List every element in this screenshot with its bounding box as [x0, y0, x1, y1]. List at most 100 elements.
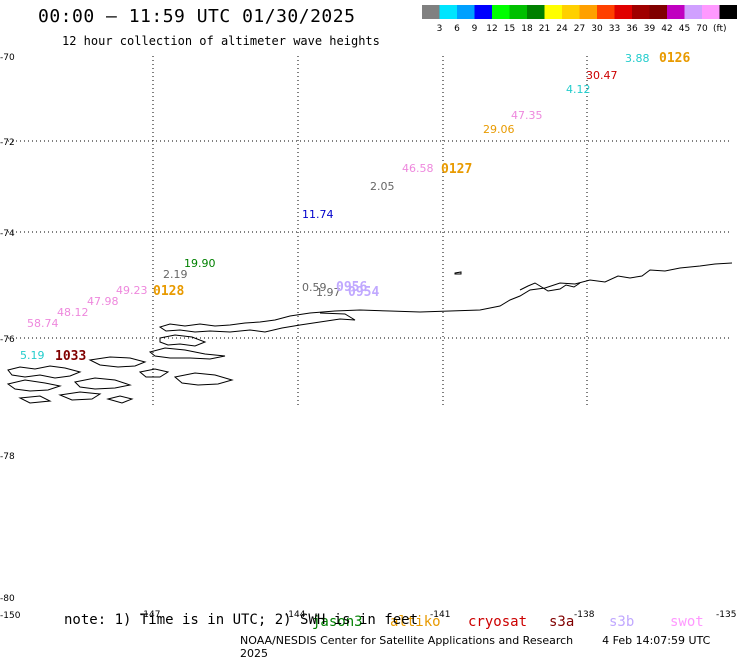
island-outline	[18, 395, 52, 404]
lon-label: -150	[0, 611, 21, 621]
satellite-name: altiko	[390, 614, 441, 630]
lat-label: -80	[0, 594, 15, 604]
wave-height-label: 19.90	[184, 257, 216, 270]
pass-time-label: 0128	[153, 284, 184, 299]
island-outline	[7, 365, 82, 379]
latitude-labels: -70 -72 -74 -76 -78 -80	[0, 53, 15, 604]
lat-label: -70	[0, 53, 15, 63]
satellite-name: s3b	[609, 614, 634, 630]
scale-swatch	[597, 5, 615, 19]
wave-height-label: 58.74	[27, 317, 59, 330]
lat-label: -72	[0, 138, 15, 148]
scale-swatch	[422, 5, 440, 19]
island-outline	[6, 379, 62, 392]
island-outline	[73, 377, 132, 390]
scale-swatch	[684, 5, 702, 19]
wave-height-label: 2.19	[163, 268, 188, 281]
pass-time-label: 0956	[336, 280, 367, 295]
pass-time-label: 0127	[441, 162, 472, 177]
lat-label: -76	[0, 335, 15, 345]
scale-label: 70	[696, 24, 708, 34]
wave-height-label: 4.12	[566, 83, 591, 96]
footer-credit: NOAA/NESDIS Center for Satellite Applica…	[240, 634, 740, 660]
scale-swatch	[579, 5, 597, 19]
scale-label: 33	[609, 24, 620, 34]
pass-time-labels: 0126 0127 0128 1033 0956 0954	[55, 51, 690, 364]
wave-height-label: 1.97	[316, 286, 341, 299]
scale-label: 42	[661, 24, 672, 34]
lat-label: -78	[0, 452, 15, 462]
lon-label: -135	[716, 610, 736, 620]
scale-label: 12	[486, 24, 497, 34]
scale-label: 3	[437, 24, 443, 34]
pass-time-label: 0126	[659, 51, 690, 66]
wave-height-label: 0.59	[302, 281, 327, 294]
scale-label: 27	[574, 24, 585, 34]
pass-time-label: 1033	[55, 349, 86, 364]
coastline	[6, 262, 733, 404]
wave-height-label: 30.47	[586, 69, 618, 82]
satellite-name: jason3	[312, 614, 363, 630]
graticule	[8, 56, 732, 405]
scale-label: 30	[591, 24, 603, 34]
scale-label: 18	[521, 24, 533, 34]
coast-segment	[519, 282, 581, 292]
scale-label: 15	[504, 24, 515, 34]
scale-unit: (ft)	[713, 24, 727, 34]
scale-swatch	[614, 5, 632, 19]
island-outline	[173, 372, 234, 386]
ice-shelf-edge	[158, 262, 733, 333]
color-scale-bar: 3 6 9 12 15 18 21 24 27 30 33 36 39 42 45 70 (ft)	[422, 5, 737, 34]
lon-label: -141	[430, 610, 450, 620]
scale-label: 21	[539, 24, 550, 34]
wave-height-label: 29.06	[483, 123, 515, 136]
island-outline	[138, 368, 170, 378]
scale-swatch	[527, 5, 545, 19]
credit-text: NOAA/NESDIS Center for Satellite Applica…	[240, 634, 574, 647]
scale-label: 45	[679, 24, 690, 34]
island-outline	[88, 356, 147, 368]
scale-swatch	[702, 5, 720, 19]
wave-height-label: 49.23	[116, 284, 148, 297]
scale-swatch	[457, 5, 475, 19]
scale-swatch	[649, 5, 667, 19]
legend-note: note: 1) Time is in UTC; 2) SWH is in fe…	[64, 612, 419, 628]
scale-swatch	[544, 5, 562, 19]
scale-label: 9	[472, 24, 478, 34]
scale-swatch	[509, 5, 527, 19]
scale-label: 36	[626, 24, 638, 34]
scale-swatch	[439, 5, 457, 19]
longitude-labels: -150 -147 -144 -141 -138 -135	[0, 610, 736, 621]
page-subtitle: 12 hour collection of altimeter wave hei…	[62, 34, 380, 48]
satellite-legend: jason3 altiko cryosat s3a s3b swot	[312, 614, 704, 630]
island-outline	[106, 395, 134, 404]
scale-swatch	[474, 5, 492, 19]
island-outline	[58, 391, 102, 401]
scale-swatch	[492, 5, 510, 19]
lon-label: -138	[574, 610, 595, 620]
scale-swatch	[719, 5, 737, 19]
island-outline	[148, 347, 226, 360]
scale-label: 39	[644, 24, 656, 34]
scale-swatch	[632, 5, 650, 19]
satellite-name: swot	[670, 614, 704, 630]
wave-height-label: 11.74	[302, 208, 334, 221]
wave-height-label: 47.98	[87, 295, 119, 308]
wave-height-observations: 3.88 30.47 4.12 47.35 29.06 46.58 2.05 1…	[20, 52, 650, 362]
page-title: 00:00 – 11:59 UTC 01/30/2025	[38, 6, 356, 27]
wave-height-label: 5.19	[20, 349, 45, 362]
lat-label: -74	[0, 229, 15, 239]
wave-height-label: 46.58	[402, 162, 434, 175]
scale-swatch	[667, 5, 685, 19]
island-outline	[159, 334, 207, 347]
island-outline	[454, 271, 462, 275]
lon-label: -147	[140, 610, 160, 620]
satellite-name: s3a	[549, 614, 574, 630]
lon-label: -144	[285, 610, 306, 620]
satellite-name: cryosat	[468, 614, 527, 630]
pass-time-label: 0954	[348, 285, 379, 300]
wave-height-label: 47.35	[511, 109, 543, 122]
scale-label: 24	[556, 24, 568, 34]
